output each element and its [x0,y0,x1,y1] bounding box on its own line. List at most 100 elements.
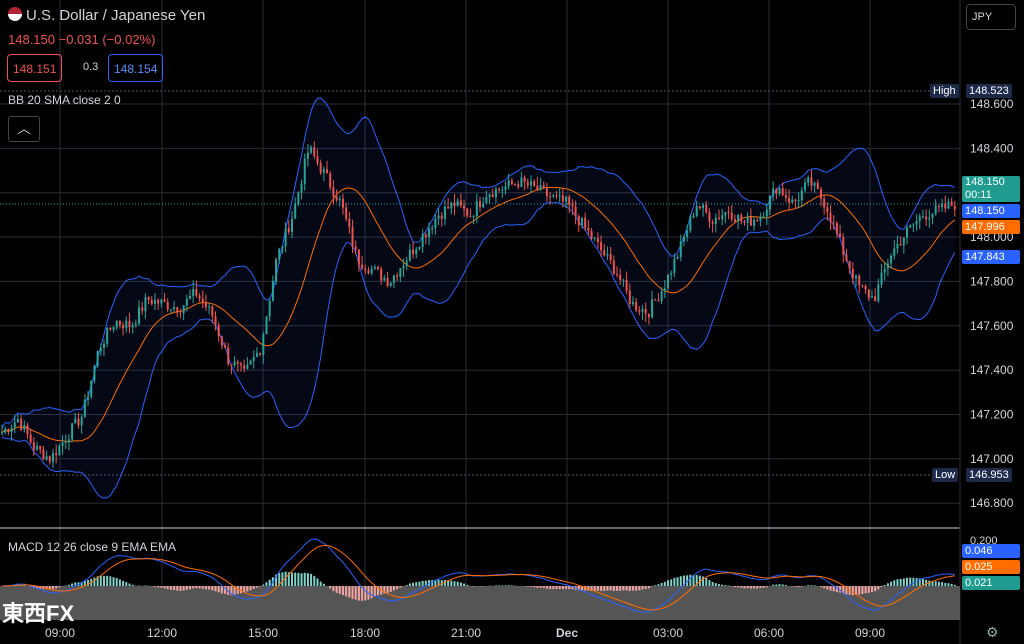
candle-body [743,221,746,223]
candle-body [281,246,284,249]
candle-body [698,206,701,209]
us-flag-icon [8,7,22,21]
candle-body [383,277,386,281]
candle-body [434,218,437,229]
y-tick-label: 147.200 [970,407,1014,421]
candle-body [552,195,555,197]
candle-body [593,238,596,240]
candle-body [306,152,309,159]
last-price-label: 148.150 00:11 [962,176,1020,202]
chevron-up-icon[interactable]: ︿ [8,116,40,142]
candle-body [753,219,756,226]
candle-body [791,199,794,203]
candle-body [826,207,829,213]
candle-body [829,212,832,223]
high-tag: High [930,84,959,98]
candle-body [204,302,207,308]
x-tick-label: 03:00 [653,626,683,640]
candle-body [96,350,99,366]
last-price: 148.150 [965,176,1005,188]
x-tick-label: 15:00 [248,626,278,640]
candle-body [721,215,724,220]
candle-body [319,163,322,173]
candle-body [775,188,778,194]
candle-body [412,249,415,254]
candle-body [842,237,845,255]
candle-body [466,208,469,216]
candle-body [686,230,689,237]
candle-body [208,306,211,308]
candle-body [912,224,915,226]
candle-body [13,422,16,428]
y-tick-label: 147.400 [970,363,1014,377]
candle-body [220,336,223,346]
candle-body [128,320,131,328]
settings-gear-icon[interactable]: ⚙ [986,624,999,640]
candle-body [332,187,335,197]
candle-body [389,282,392,287]
ask-button[interactable]: 148.154 [108,54,164,82]
candle-body [278,248,281,260]
candle-body [192,288,195,297]
candle-body [498,188,501,191]
candle-body [447,206,450,209]
bid-button[interactable]: 148.151 [7,54,63,82]
candle-body [603,250,606,256]
candle-body [874,296,877,302]
candle-body [179,312,182,314]
candle-body [405,260,408,266]
y-tick-label: 147.800 [970,274,1014,288]
candle-body [587,227,590,231]
candle-body [1,432,3,434]
candle-body [421,234,424,248]
candle-body [705,204,708,213]
candle-body [424,234,427,238]
candle-body [453,202,456,207]
candle-body [243,365,246,369]
candle-body [310,147,313,153]
candle-body [749,216,752,226]
candle-body [131,325,134,328]
candle-body [236,361,239,364]
candle-body [45,456,48,460]
candle-body [472,216,475,218]
candle-body [201,298,204,303]
candle-body [740,214,743,222]
candle-body [217,325,220,337]
candle-body [10,427,13,433]
candle-body [931,213,934,218]
candle-body [778,188,781,194]
candle-body [724,212,727,216]
candle-body [934,205,937,214]
candle-body [408,249,411,261]
candle-body [893,248,896,256]
candle-body [450,202,453,209]
low-tag: Low [932,468,959,482]
candle-body [252,357,255,361]
y-tick-label: 147.600 [970,319,1014,333]
candle-body [249,360,252,365]
candle-body [144,297,147,312]
candle-body [262,334,265,355]
candle-body [233,361,236,366]
candle-body [109,327,112,330]
candle-body [367,270,370,274]
currency-button[interactable]: JPY [966,4,1016,30]
candle-body [377,266,380,269]
candle-body [784,195,787,198]
candle-body [526,181,529,186]
candle-body [794,199,797,201]
symbol-name: U.S. Dollar / Japanese Yen [26,7,206,24]
candle-body [657,300,660,302]
candle-body [641,309,644,312]
candle-body [364,268,367,271]
bb-basis-line [1,186,956,443]
y-tick-label: 148.400 [970,141,1014,155]
candle-body [870,296,873,298]
candle-body [855,275,858,279]
candle-body [153,299,156,304]
candle-body [64,442,67,444]
candle-body [287,228,290,233]
candle-body [628,290,631,304]
